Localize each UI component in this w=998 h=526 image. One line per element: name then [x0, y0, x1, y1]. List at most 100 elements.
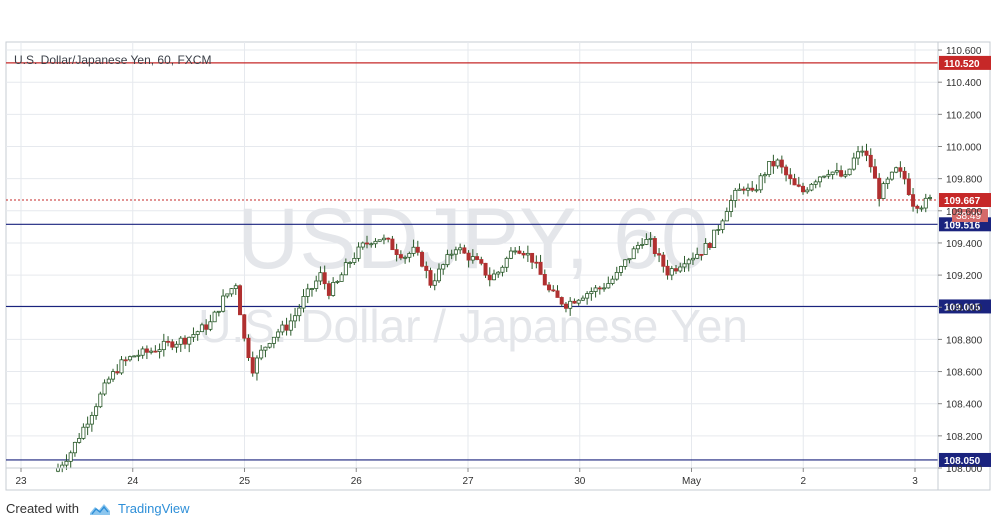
candle-body	[674, 268, 679, 272]
candle-body	[631, 248, 636, 260]
chart-title: U.S. Dollar/Japanese Yen, 60, FXCM	[14, 53, 211, 67]
candle-body	[530, 252, 535, 263]
candle-body	[652, 238, 657, 254]
x-tick-label: 25	[239, 476, 251, 487]
price-axis[interactable]: 110.600 110.400 110.200 110.000 109.800 109.6…	[937, 42, 983, 490]
candle-body	[504, 257, 509, 268]
candle-body	[745, 187, 750, 191]
candle-body	[403, 256, 408, 259]
candle-body	[521, 252, 526, 256]
candle-body	[161, 340, 166, 351]
y-tick-label: 110.200	[946, 110, 982, 121]
candle-body	[301, 296, 306, 309]
candle-body	[872, 166, 877, 179]
y-tick-label: 109.400	[946, 239, 983, 250]
candle-body	[547, 284, 552, 291]
candle-body	[204, 324, 209, 330]
time-axis[interactable]: 23 24 25 26 27 30 May 2 3	[6, 467, 938, 487]
candle-body	[843, 174, 848, 177]
x-tick-label: 3	[912, 476, 918, 487]
y-tick-label: 108.600	[946, 368, 983, 379]
candle-body	[225, 293, 230, 297]
candle-body	[212, 311, 217, 323]
candles	[56, 143, 933, 473]
candle-body	[754, 189, 759, 192]
candle-body	[771, 161, 776, 167]
candle-body	[839, 170, 844, 177]
level-label: 109.516	[944, 220, 981, 231]
candle-body	[563, 303, 568, 309]
candle-body	[182, 337, 187, 345]
candle-body	[686, 259, 691, 265]
candle-body	[166, 340, 171, 343]
y-tick-label: 109.800	[946, 175, 983, 186]
candle-body	[246, 337, 251, 359]
candle-body	[661, 254, 666, 267]
candle-body	[98, 393, 103, 408]
candle-body	[326, 283, 331, 296]
candle-body	[665, 265, 670, 276]
candle-body	[458, 247, 463, 251]
candle-body	[868, 154, 873, 168]
candle-body	[822, 175, 827, 178]
candle-body	[81, 426, 86, 439]
y-tick-label: 108.000	[946, 464, 983, 475]
candle-body	[851, 157, 856, 170]
candle-body	[623, 259, 628, 267]
candle-body	[394, 249, 399, 255]
candle-body	[881, 183, 886, 200]
candle-body	[390, 238, 395, 251]
candle-body	[716, 229, 721, 231]
candle-body	[695, 253, 700, 259]
candle-body	[885, 178, 890, 185]
candle-body	[877, 177, 882, 200]
candle-body	[911, 194, 916, 207]
candle-body	[483, 262, 488, 276]
candle-body	[322, 272, 327, 285]
candle-body	[813, 181, 818, 185]
candle-body	[860, 150, 865, 153]
candle-body	[305, 288, 310, 297]
candle-body	[606, 283, 611, 289]
footer-created-with: Created with	[6, 501, 79, 516]
x-tick-label: 2	[800, 476, 806, 487]
candle-body	[580, 297, 585, 301]
candle-body	[127, 356, 132, 361]
candle-body	[140, 348, 145, 356]
candle-body	[758, 175, 763, 191]
level-label-bg	[939, 452, 991, 467]
tradingview-logo-icon[interactable]	[88, 501, 112, 517]
candle-body	[335, 281, 340, 283]
candle-body	[572, 300, 577, 304]
candle-body	[644, 238, 649, 245]
candle-body	[784, 166, 789, 176]
footer-brand-link[interactable]: TradingView	[118, 501, 190, 516]
candle-body	[856, 151, 861, 159]
candle-body	[123, 359, 128, 362]
candle-body	[779, 159, 784, 168]
candle-body	[56, 467, 61, 472]
candle-body	[699, 253, 704, 256]
candle-body	[847, 168, 852, 176]
candle-body	[809, 183, 814, 191]
candle-body	[817, 176, 822, 183]
candle-body	[267, 343, 272, 348]
candle-body	[597, 287, 602, 290]
candle-body	[119, 359, 124, 374]
candle-body	[830, 171, 835, 175]
candle-body	[500, 266, 505, 273]
candle-body	[153, 350, 158, 353]
candle-body	[834, 170, 839, 173]
candle-body	[707, 243, 712, 248]
candle-body	[411, 246, 416, 254]
candle-body	[178, 337, 183, 345]
candle-body	[775, 159, 780, 167]
candle-body	[826, 174, 831, 177]
x-tick-label: 30	[574, 476, 586, 487]
y-tick-label: 108.200	[946, 432, 983, 443]
candle-body	[678, 266, 683, 272]
level-label: 108.050	[944, 456, 981, 467]
candle-body	[360, 242, 365, 248]
